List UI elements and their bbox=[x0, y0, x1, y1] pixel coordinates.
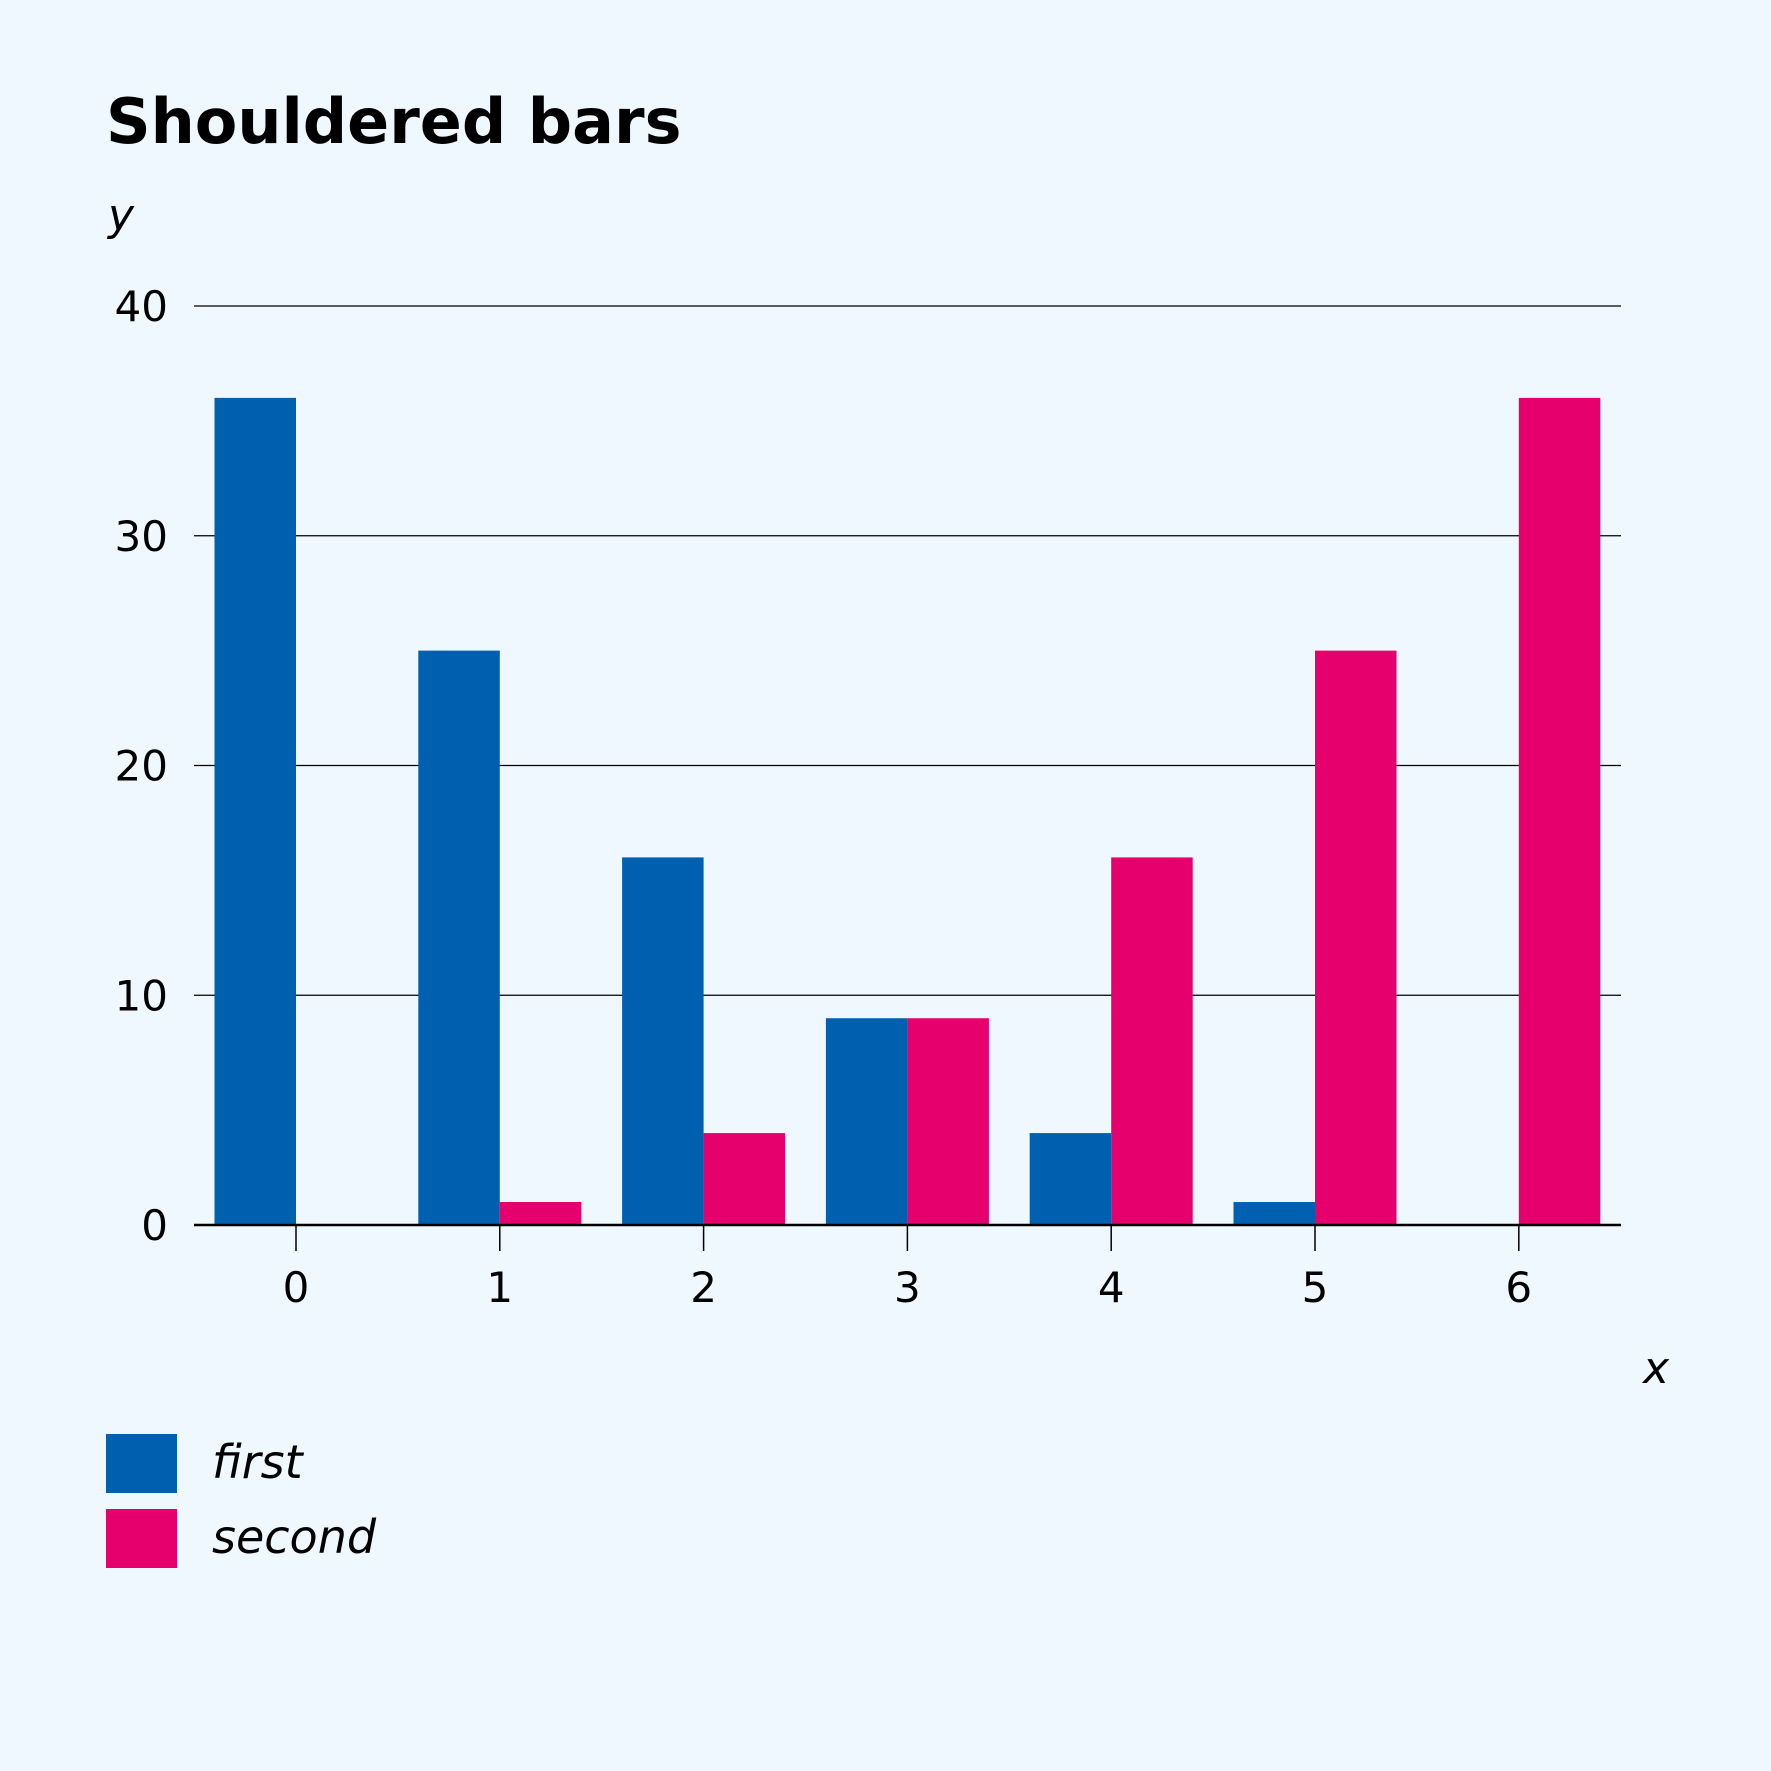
axis-layer: 0 10 20 30 40 0 1 2 3 4 5 6 bbox=[115, 282, 1621, 1312]
bar-second-6 bbox=[1518, 397, 1601, 1225]
bar-second-5 bbox=[1315, 650, 1397, 1225]
bar-second-2 bbox=[703, 1133, 786, 1225]
y-tick-label-0: 0 bbox=[141, 1201, 168, 1250]
x-tick-label-5: 5 bbox=[1302, 1263, 1329, 1312]
x-tick-label-0: 0 bbox=[283, 1263, 310, 1312]
x-axis-label: x bbox=[1641, 1343, 1670, 1394]
bar-layer bbox=[214, 397, 1601, 1225]
x-tick-label-6: 6 bbox=[1505, 1263, 1532, 1312]
legend: first second bbox=[106, 1434, 377, 1568]
legend-swatch-second bbox=[106, 1509, 177, 1568]
y-axis-label: y bbox=[106, 190, 135, 241]
legend-swatch-first bbox=[106, 1434, 177, 1493]
chart-title: Shouldered bars bbox=[106, 85, 682, 158]
bar-first-3 bbox=[825, 1018, 908, 1225]
x-tick-label-1: 1 bbox=[486, 1263, 513, 1312]
bar-first-5 bbox=[1233, 1202, 1315, 1225]
legend-label-second: second bbox=[212, 1510, 377, 1564]
bar-second-4 bbox=[1111, 857, 1193, 1225]
bar-first-1 bbox=[418, 650, 500, 1225]
x-tick-label-2: 2 bbox=[690, 1263, 717, 1312]
y-tick-label-40: 40 bbox=[115, 282, 168, 331]
bar-first-4 bbox=[1029, 1133, 1112, 1225]
legend-label-first: first bbox=[212, 1435, 305, 1489]
y-tick-label-20: 20 bbox=[115, 742, 168, 791]
y-tick-label-10: 10 bbox=[115, 971, 168, 1020]
bar-first-2 bbox=[622, 857, 704, 1225]
y-tick-label-30: 30 bbox=[115, 512, 168, 561]
bar-second-3 bbox=[907, 1018, 989, 1225]
bar-second-1 bbox=[499, 1202, 582, 1225]
x-tick-label-3: 3 bbox=[894, 1263, 921, 1312]
x-tick-label-4: 4 bbox=[1098, 1263, 1125, 1312]
bar-first-0 bbox=[214, 397, 296, 1225]
